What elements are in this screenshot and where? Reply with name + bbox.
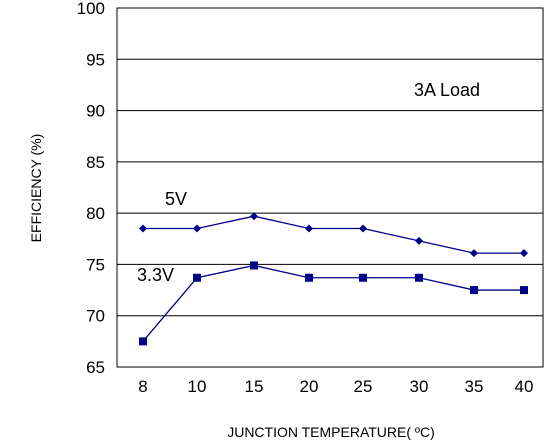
y-tick-label-85: 85	[86, 153, 105, 172]
y-tick-label-65: 65	[86, 358, 105, 377]
point-33v-10	[193, 273, 201, 282]
y-tick-label-75: 75	[86, 255, 105, 274]
x-tick-labels: 8 10 15 20 25 30 35 40	[138, 377, 533, 396]
series-labels: 5V 3.3V	[137, 189, 187, 285]
point-5v-30	[415, 236, 423, 245]
point-5v-25	[359, 224, 367, 233]
x-tick-label-30: 30	[410, 377, 429, 396]
series-line-5v	[143, 215, 524, 254]
point-5v-10	[193, 224, 201, 233]
y-tick-label-100: 100	[77, 0, 105, 18]
point-5v-40	[520, 249, 528, 258]
point-33v-30	[415, 273, 423, 282]
y-tick-label-90: 90	[86, 102, 105, 121]
series-line-33v	[142, 264, 524, 342]
point-33v-25	[359, 273, 367, 282]
point-5v-15	[250, 212, 258, 221]
point-33v-15	[250, 261, 258, 270]
load-annotation: 3A Load	[414, 80, 480, 100]
x-tick-label-15: 15	[245, 377, 264, 396]
x-tick-label-8: 8	[138, 377, 147, 396]
point-33v-20	[305, 273, 313, 282]
data-series	[139, 212, 528, 346]
x-tick-label-10: 10	[188, 377, 207, 396]
plot-frame	[116, 7, 544, 368]
y-tick-labels: 65 70 75 80 85 90 95 100	[77, 0, 105, 377]
point-5v-35	[470, 249, 478, 258]
y-tick-label-95: 95	[86, 50, 105, 69]
series-label-5v: 5V	[165, 189, 187, 209]
x-tick-label-35: 35	[465, 377, 484, 396]
point-33v-40	[520, 286, 528, 295]
series-label-33v: 3.3V	[137, 265, 174, 285]
gridlines	[117, 58, 543, 317]
x-tick-label-20: 20	[300, 377, 319, 396]
point-5v-20	[305, 224, 313, 233]
point-5v-8	[139, 224, 147, 233]
x-tick-label-25: 25	[354, 377, 373, 396]
y-tick-label-70: 70	[86, 307, 105, 326]
x-axis-title: JUNCTION TEMPERATURE( ºC)	[227, 424, 435, 440]
y-tick-label-80: 80	[86, 204, 105, 223]
point-33v-35	[470, 286, 478, 295]
y-axis-title: EFFICIENCY (%)	[28, 134, 44, 243]
x-tick-label-40: 40	[515, 377, 534, 396]
point-33v-8	[139, 337, 147, 346]
